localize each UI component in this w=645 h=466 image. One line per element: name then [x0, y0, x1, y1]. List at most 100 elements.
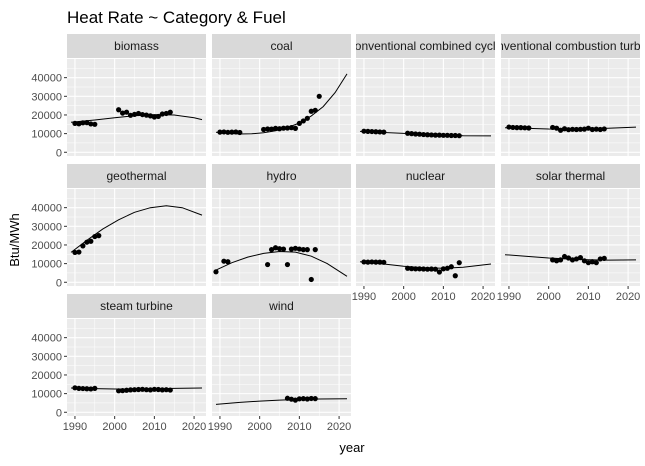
y-tick-label: 10000 — [31, 129, 62, 141]
data-point — [436, 269, 442, 275]
data-point — [92, 385, 98, 391]
data-point — [123, 109, 130, 115]
chart-title: Heat Rate ~ Category & Fuel — [67, 8, 286, 27]
data-point — [116, 107, 122, 113]
data-point — [296, 396, 302, 402]
data-point — [155, 386, 161, 393]
panel-background — [356, 189, 495, 286]
data-point — [373, 259, 379, 265]
data-point — [96, 233, 102, 239]
facet-strip — [212, 164, 351, 188]
facet-strip-label: solar thermal — [536, 169, 605, 183]
data-point — [288, 125, 295, 131]
facet-strip — [356, 164, 495, 188]
data-point — [577, 255, 584, 261]
data-point — [225, 129, 231, 135]
data-point — [84, 239, 90, 245]
data-point — [131, 111, 138, 118]
data-point — [312, 396, 318, 402]
data-point — [163, 110, 169, 117]
data-point — [444, 265, 450, 271]
data-point — [561, 126, 568, 132]
x-axis-title: year — [339, 440, 365, 455]
data-point — [409, 266, 415, 272]
data-point — [300, 118, 306, 124]
data-point — [577, 126, 584, 132]
data-point — [316, 93, 322, 99]
panel-background — [67, 59, 206, 156]
data-point — [440, 132, 446, 138]
data-point — [565, 255, 572, 261]
data-point — [369, 259, 375, 265]
data-point — [280, 125, 287, 131]
data-point — [573, 256, 580, 262]
data-point — [139, 386, 146, 392]
facet-strip-label: steam turbine — [100, 299, 173, 313]
data-point — [550, 257, 556, 263]
facet-strip-label: biomass — [114, 39, 159, 53]
data-point — [229, 129, 235, 135]
data-point — [405, 265, 411, 271]
data-point — [456, 133, 462, 139]
data-point — [284, 261, 291, 268]
y-tick-label: 30000 — [31, 351, 62, 363]
data-point — [526, 125, 532, 131]
data-point — [80, 243, 86, 249]
data-point — [569, 126, 576, 132]
data-point — [304, 247, 310, 253]
x-tick-label: 2000 — [247, 421, 271, 433]
data-point — [444, 132, 450, 138]
panel-background — [356, 59, 495, 156]
y-tick-label: 10000 — [31, 389, 62, 401]
data-point — [147, 387, 153, 393]
data-point — [506, 124, 512, 130]
x-tick-label: 2010 — [142, 421, 166, 433]
data-point — [369, 128, 375, 135]
data-point — [292, 125, 298, 131]
x-tick-label: 2000 — [102, 421, 126, 433]
data-point — [308, 395, 314, 402]
data-point — [405, 130, 411, 136]
data-point — [155, 113, 161, 120]
data-point — [432, 266, 439, 272]
data-point — [300, 247, 306, 253]
data-point — [448, 264, 454, 270]
data-point — [381, 259, 387, 265]
data-point — [268, 126, 275, 132]
data-point — [452, 273, 458, 279]
facet-strip-label: hydro — [266, 169, 296, 183]
data-point — [159, 111, 165, 117]
facet-conventional-combustion-turbine: conventional combustion turbine — [501, 34, 640, 156]
data-point — [554, 125, 560, 131]
x-tick-label: 1990 — [63, 421, 87, 433]
data-point — [213, 269, 219, 275]
data-point — [420, 266, 427, 272]
data-point — [143, 112, 150, 118]
x-tick-label: 2000 — [391, 291, 415, 303]
facet-strip — [67, 164, 206, 188]
data-point — [428, 132, 435, 138]
data-point — [233, 129, 239, 135]
data-point — [412, 131, 419, 137]
data-point — [365, 259, 371, 265]
data-point — [123, 387, 130, 393]
data-point — [272, 245, 279, 251]
data-point — [412, 266, 419, 272]
data-point — [131, 387, 138, 393]
data-point — [361, 259, 367, 265]
data-point — [143, 387, 150, 393]
facet-strip — [67, 34, 206, 58]
fit-line — [215, 250, 348, 277]
y-tick-label: 20000 — [31, 110, 62, 122]
facet-strip-label: wind — [268, 299, 294, 313]
data-point — [76, 121, 82, 127]
y-tick-label: 0 — [56, 277, 62, 289]
data-point — [381, 129, 387, 135]
data-point — [597, 126, 603, 133]
facet-wind: wind 1990 2000 2010 2020 — [208, 294, 351, 433]
data-point — [296, 120, 302, 126]
data-point — [436, 132, 442, 138]
data-point — [424, 132, 431, 138]
